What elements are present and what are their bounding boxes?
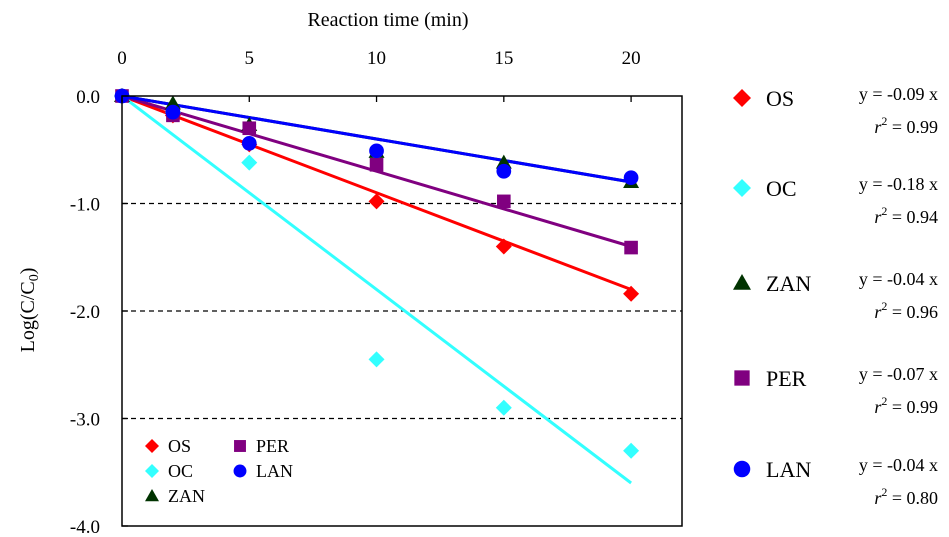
fit-equation-oc: y = -0.18 x <box>859 174 938 194</box>
legend-label-lan: LAN <box>256 461 293 481</box>
point-per <box>497 194 511 209</box>
legend-label-oc: OC <box>168 461 193 481</box>
legend-label-per: PER <box>256 436 289 456</box>
fit-equation-per: y = -0.07 x <box>859 364 938 384</box>
x-tick-label: 10 <box>367 48 386 69</box>
x-tick-label: 0 <box>117 48 127 69</box>
fit-r2-per: r2 = 0.99 <box>874 394 938 417</box>
legend-marker-per <box>234 440 246 452</box>
point-lan <box>165 104 181 120</box>
fit-r2-oc: r2 = 0.94 <box>874 204 938 227</box>
point-os <box>623 285 640 302</box>
data-points <box>114 88 640 459</box>
x-tick-label: 5 <box>245 48 255 69</box>
x-tick-label: 15 <box>494 48 513 69</box>
fit-equation-os: y = -0.09 x <box>859 84 938 104</box>
fit-r2-os: r2 = 0.99 <box>874 114 938 137</box>
legend-marker-os <box>145 439 159 453</box>
point-per <box>242 121 257 136</box>
right-legend-label-os: OS <box>766 86 794 111</box>
point-os <box>368 193 385 210</box>
right-legend-label-oc: OC <box>766 176 797 201</box>
axes: 0 5 10 15 20 0.0 -1.0 -2.0 -3.0 -4.0 <box>70 48 641 537</box>
point-oc <box>623 442 640 459</box>
point-lan <box>369 143 384 159</box>
plot-legend: OS OC ZAN PER LAN <box>145 436 293 506</box>
y-axis-title: Log(C/C0) <box>17 268 42 353</box>
legend-label-os: OS <box>168 436 191 456</box>
point-per <box>369 158 384 172</box>
series-fit-legend: OS y = -0.09 x r2 = 0.99 OC y = -0.18 x r2 = … <box>733 84 938 508</box>
right-legend-marker-oc <box>733 179 751 197</box>
legend-marker-oc <box>145 464 159 478</box>
right-legend-label-per: PER <box>766 366 807 391</box>
point-os <box>495 238 512 255</box>
fit-r2-zan: r2 = 0.96 <box>874 299 938 322</box>
legend-marker-lan <box>233 464 247 478</box>
x-axis-title: Reaction time (min) <box>307 9 468 31</box>
fit-line-lan <box>121 94 632 184</box>
fit-line-oc <box>121 94 632 485</box>
right-legend-marker-per <box>734 370 750 386</box>
point-oc <box>368 351 385 368</box>
point-lan <box>496 163 512 179</box>
fit-equation-lan: y = -0.04 x <box>859 455 938 475</box>
legend-label-zan: ZAN <box>168 486 205 506</box>
y-tick-label: -4.0 <box>70 517 100 537</box>
point-lan <box>241 135 257 151</box>
point-per <box>624 240 638 255</box>
x-tick-label: 20 <box>622 48 641 69</box>
y-tick-label: 0.0 <box>76 87 100 108</box>
y-tick-label: -1.0 <box>70 195 100 216</box>
right-legend-label-zan: ZAN <box>766 271 811 296</box>
y-tick-label: -3.0 <box>70 410 100 431</box>
fit-line-os <box>121 94 632 291</box>
point-oc <box>495 399 512 416</box>
right-legend-marker-os <box>733 89 751 107</box>
right-legend-marker-zan <box>733 274 751 290</box>
point-lan <box>623 170 639 186</box>
point-oc <box>241 154 258 171</box>
fit-equation-zan: y = -0.04 x <box>859 269 938 289</box>
right-legend-marker-lan <box>733 460 751 478</box>
legend-marker-zan <box>145 489 159 502</box>
right-legend-label-lan: LAN <box>766 457 811 482</box>
y-tick-label: -2.0 <box>70 302 100 323</box>
fit-r2-lan: r2 = 0.80 <box>874 485 938 508</box>
